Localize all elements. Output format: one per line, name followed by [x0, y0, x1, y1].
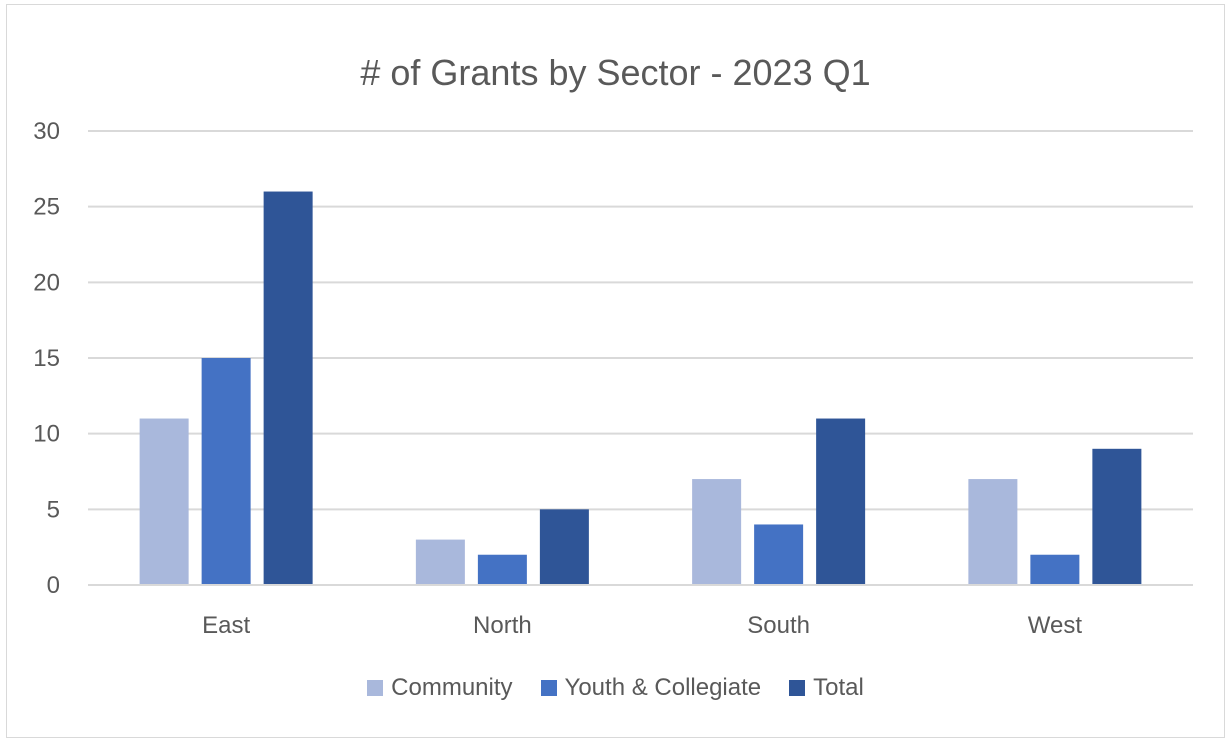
bar-south-community [692, 479, 742, 585]
bar-east-youth-collegiate [201, 358, 251, 585]
bar-east-community [139, 418, 189, 585]
bar-west-total [1092, 448, 1142, 585]
category-labels: East North South West [202, 612, 1082, 639]
bars [88, 191, 1193, 586]
y-tick-label: 10 [33, 421, 60, 448]
y-tick-label: 0 [47, 572, 60, 599]
bar-north-youth-collegiate [477, 554, 527, 585]
category-label-north: North [473, 612, 532, 639]
bar-west-youth-collegiate [1030, 554, 1080, 585]
legend-swatch-total [789, 680, 806, 696]
chart-title: # of Grants by Sector - 2023 Q1 [360, 52, 871, 93]
legend-label-community: Community [391, 674, 513, 701]
legend-item-total: Total [789, 674, 864, 702]
category-label-west: West [1028, 612, 1083, 639]
y-axis-ticks: 0 5 10 15 20 25 30 [33, 118, 60, 599]
legend-swatch-community [367, 680, 384, 696]
legend-swatch-youth-collegiate [540, 680, 557, 696]
gridlines [88, 130, 1193, 586]
legend-item-community: Community [367, 674, 513, 702]
y-tick-label: 30 [33, 118, 60, 145]
bar-west-community [968, 479, 1018, 585]
category-label-east: East [202, 612, 250, 639]
legend: Community Youth & Collegiate Total [0, 674, 1231, 702]
y-tick-label: 5 [47, 496, 60, 523]
bar-north-total [539, 509, 589, 585]
y-tick-label: 25 [33, 194, 60, 221]
legend-label-youth-collegiate: Youth & Collegiate [564, 674, 762, 701]
legend-label-total: Total [813, 674, 864, 701]
bar-south-youth-collegiate [754, 524, 804, 585]
category-label-south: South [747, 612, 810, 639]
y-tick-label: 20 [33, 269, 60, 296]
bar-north-community [415, 539, 465, 585]
y-tick-label: 15 [33, 345, 60, 372]
bar-south-total [816, 418, 866, 585]
legend-item-youth-collegiate: Youth & Collegiate [540, 674, 762, 702]
bar-east-total [263, 191, 313, 586]
